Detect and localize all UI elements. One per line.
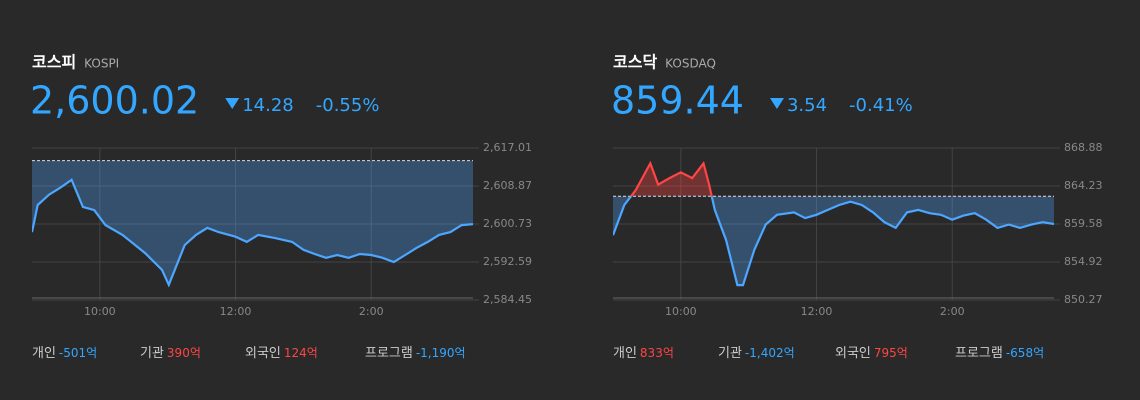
investor-flow: 외국인 795억 [835, 346, 908, 361]
change: 3.54 [787, 95, 827, 116]
change-percent: -0.41% [849, 95, 913, 116]
y-tick-label: 850.27 [1064, 293, 1103, 306]
index-code: KOSPI [84, 57, 119, 71]
investor-name: 외국인 [835, 346, 871, 361]
investor-value: 795억 [874, 346, 908, 360]
price-line-down [613, 196, 1054, 287]
investor-value: 390억 [167, 346, 201, 360]
x-tick-label: 12:00 [220, 305, 252, 318]
investor-flow: 기관 390억 [140, 346, 201, 361]
index-name: 코스피 [32, 53, 76, 72]
investor-name: 개인 [613, 346, 637, 361]
investor-value: -1,402억 [745, 346, 795, 360]
price-line-down [32, 178, 473, 288]
investor-value: 124억 [284, 346, 318, 360]
x-tick-label: 12:00 [801, 305, 833, 318]
index-value: 859.44 [611, 79, 744, 123]
investor-flow: 프로그램 -1,190억 [365, 346, 466, 361]
y-tick-label: 2,600.73 [483, 217, 532, 230]
investor-name: 기관 [140, 346, 164, 361]
investor-name: 프로그램 [955, 346, 1003, 361]
investor-name: 개인 [32, 346, 56, 361]
investor-value: -501억 [59, 346, 97, 360]
x-tick-label: 2:00 [359, 305, 384, 318]
investor-value: -658억 [1006, 346, 1044, 360]
investor-value: 833억 [640, 346, 674, 360]
y-tick-label: 854.92 [1064, 255, 1103, 268]
down-arrow [769, 98, 784, 109]
price-line-up [629, 160, 713, 197]
x-tick-label: 2:00 [940, 305, 965, 318]
area-down [613, 196, 1054, 286]
investor-name: 프로그램 [365, 346, 413, 361]
y-tick-label: 2,608.87 [483, 179, 532, 192]
x-tick-label: 10:00 [84, 305, 116, 318]
investor-flow: 기관 -1,402억 [718, 346, 795, 361]
investor-value: -1,190억 [416, 346, 466, 360]
index-value: 2,600.02 [30, 79, 199, 123]
index-name: 코스닥 [613, 53, 657, 72]
y-tick-label: 2,584.45 [483, 293, 532, 306]
y-tick-label: 2,617.01 [483, 141, 532, 154]
area-up [613, 163, 1054, 197]
y-tick-label: 2,592.59 [483, 255, 532, 268]
investor-name: 기관 [718, 346, 742, 361]
investor-flow: 프로그램 -658억 [955, 346, 1044, 361]
investor-name: 외국인 [245, 346, 281, 361]
change-percent: -0.55% [316, 95, 380, 116]
index-code: KOSDAQ [665, 57, 716, 71]
y-tick-label: 859.58 [1064, 217, 1103, 230]
y-tick-label: 868.88 [1064, 141, 1103, 154]
y-tick-label: 864.23 [1064, 179, 1103, 192]
down-arrow [225, 98, 240, 109]
investor-flow: 외국인 124억 [245, 346, 318, 361]
change: 14.28 [242, 95, 294, 116]
investor-flow: 개인 -501억 [32, 346, 97, 361]
investor-flow: 개인 833억 [613, 346, 674, 361]
x-tick-label: 10:00 [665, 305, 697, 318]
